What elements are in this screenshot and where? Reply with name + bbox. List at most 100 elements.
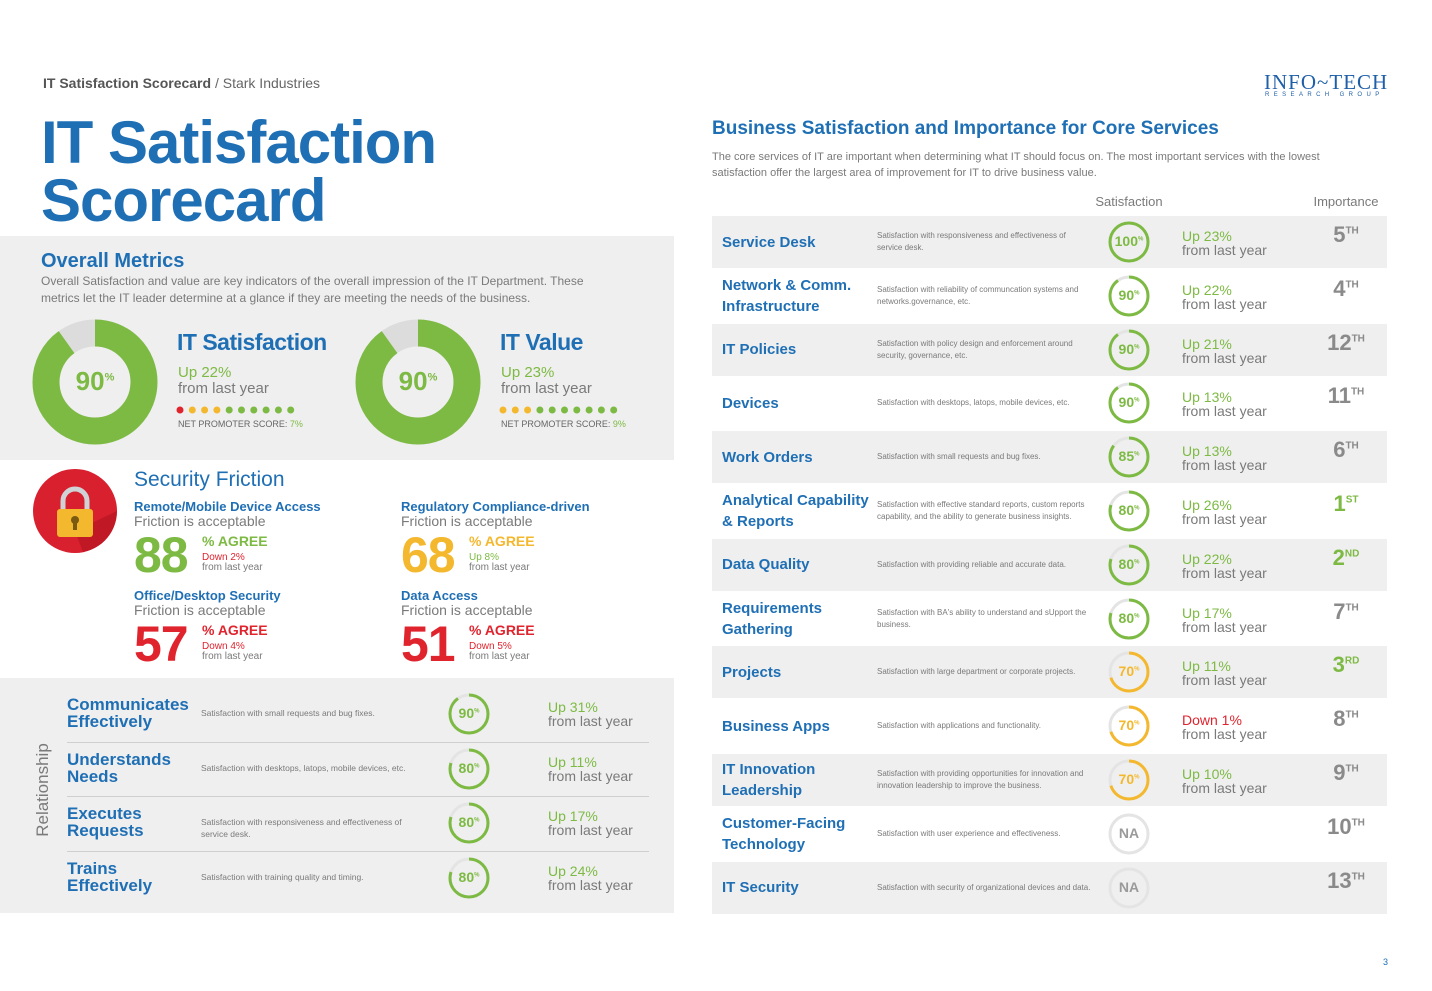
service-change: Up 13% xyxy=(1182,443,1232,460)
score-ring xyxy=(1108,651,1150,693)
service-description: Satisfaction with BA's ability to unders… xyxy=(877,607,1087,629)
metric-change: Up 23% xyxy=(501,364,555,381)
service-row: Customer-Facing Technology Satisfaction w… xyxy=(712,807,1387,860)
importance: 4TH xyxy=(1296,276,1396,302)
row-change-note: from last year xyxy=(548,822,633,839)
friction-change-note: from last year xyxy=(469,562,530,573)
score-unit: % xyxy=(1134,612,1140,619)
score-value: 80 xyxy=(458,814,475,831)
service-row: Network & Comm. Infrastructure Satisfacti… xyxy=(712,269,1387,322)
service-name: IT Innovation Leadership xyxy=(722,761,816,799)
score-unit: % xyxy=(1134,720,1140,727)
row-description: Satisfaction with desktops, latops, mobi… xyxy=(201,762,406,773)
service-change-note: from last year xyxy=(1182,672,1267,689)
nps-value: 9% xyxy=(612,419,626,429)
importance-rank: 5 xyxy=(1333,222,1346,247)
metric-name: IT Satisfaction xyxy=(177,329,327,355)
score-value: 70 xyxy=(1118,771,1135,787)
logo-tagline: RESEARCH GROUP xyxy=(1265,92,1384,98)
score-value: 90 xyxy=(1118,340,1135,357)
importance-rank: 9 xyxy=(1333,760,1346,785)
score-ring xyxy=(1108,436,1150,478)
score-label: 90% xyxy=(429,705,509,721)
score-label: 70% xyxy=(1089,771,1169,787)
breadcrumb-separator: / xyxy=(214,75,219,91)
service-change-note: from last year xyxy=(1182,511,1267,527)
score-ring xyxy=(1108,759,1150,801)
ring-track xyxy=(1108,813,1150,855)
importance-rank: 10 xyxy=(1327,813,1352,839)
score-label: 90% xyxy=(1089,287,1169,303)
score-unit: % xyxy=(1134,666,1140,673)
service-row: IT Policies Satisfaction with policy desi… xyxy=(712,323,1387,376)
friction-name: Remote/Mobile Device Access xyxy=(134,499,321,514)
service-change: Up 13% xyxy=(1182,389,1232,406)
score-unit: % xyxy=(474,708,480,715)
importance: 7TH xyxy=(1296,599,1396,625)
score-value: 90 xyxy=(75,366,105,396)
section-title: Business Satisfaction and Importance for… xyxy=(712,118,1219,139)
column-header: Satisfaction xyxy=(1095,194,1163,209)
importance-rank: 11 xyxy=(1327,383,1351,409)
service-change: Up 21% xyxy=(1182,335,1232,352)
importance-rank: 7 xyxy=(1333,598,1346,624)
importance-suffix: TH xyxy=(1345,709,1359,721)
importance: 8TH xyxy=(1296,706,1396,732)
row-description: Satisfaction with responsiveness and eff… xyxy=(201,817,402,840)
service-name: Projects xyxy=(722,663,782,681)
friction-change: Up 8% xyxy=(469,552,500,563)
service-row: Data Quality Satisfaction with providing … xyxy=(712,538,1387,591)
score-unit: % xyxy=(474,817,480,824)
service-row: IT Innovation Leadership Satisfaction wit… xyxy=(712,754,1387,806)
row-separator xyxy=(67,796,649,798)
importance-suffix: TH xyxy=(1345,602,1359,614)
nps-value: 7% xyxy=(289,419,303,429)
service-change-note: from last year xyxy=(1182,349,1267,366)
friction-subtitle: Friction is acceptable xyxy=(401,602,533,618)
metric-change-note: from last year xyxy=(178,380,269,397)
friction-subtitle: Friction is acceptable xyxy=(401,513,533,529)
nps-dot xyxy=(262,406,270,414)
nps-label: NET PROMOTER SCORE: xyxy=(178,419,288,429)
score-ring xyxy=(448,693,490,735)
lock-icon xyxy=(33,469,117,553)
score-ring xyxy=(1108,598,1150,640)
ring-arc xyxy=(1108,544,1150,586)
nps-dot xyxy=(213,406,221,414)
score-unit: % xyxy=(474,762,480,769)
metric-name: IT Value xyxy=(500,329,583,355)
service-description: Satisfaction with security of organizati… xyxy=(877,882,1091,892)
friction-unit: % AGREE xyxy=(469,622,535,638)
service-change-note: from last year xyxy=(1182,403,1267,420)
service-change: Up 17% xyxy=(1182,604,1232,621)
nps-text: NET PROMOTER SCORE: 9% xyxy=(501,419,626,429)
importance-suffix: ST xyxy=(1345,494,1359,506)
relationship-label: Relationship xyxy=(33,743,52,837)
score-value: NA xyxy=(1118,824,1140,841)
section-description: The core services of IT are important wh… xyxy=(712,151,1320,179)
row-change: Up 17% xyxy=(548,808,598,825)
score-label: 70% xyxy=(1089,663,1169,679)
nps-label: NET PROMOTER SCORE: xyxy=(501,419,611,429)
score-ring xyxy=(1108,490,1150,532)
score-ring xyxy=(1108,867,1150,909)
nps-dot xyxy=(176,406,184,414)
service-change: Up 10% xyxy=(1182,766,1232,782)
importance-suffix: TH xyxy=(1351,333,1365,345)
ring-arc xyxy=(32,319,158,445)
score-label: 70% xyxy=(1089,717,1169,733)
service-description: Satisfaction with effective standard rep… xyxy=(877,500,1085,521)
importance-suffix: TH xyxy=(1351,871,1365,883)
service-name: Analytical Capability & Reports xyxy=(722,492,869,530)
score-ring xyxy=(1108,382,1150,424)
row-name: Understands Needs xyxy=(67,749,171,786)
importance: 13TH xyxy=(1296,868,1396,894)
score-ring xyxy=(1108,544,1150,586)
breadcrumb-title: IT Satisfaction Scorecard xyxy=(43,75,212,91)
row-name: Communicates Effectively xyxy=(67,695,189,731)
nps-dot xyxy=(573,406,581,414)
score-label: NA xyxy=(1089,825,1169,841)
service-row: Business Apps Satisfaction with applicati… xyxy=(712,700,1387,753)
service-change: Up 22% xyxy=(1182,281,1232,298)
ring-arc xyxy=(448,748,490,790)
